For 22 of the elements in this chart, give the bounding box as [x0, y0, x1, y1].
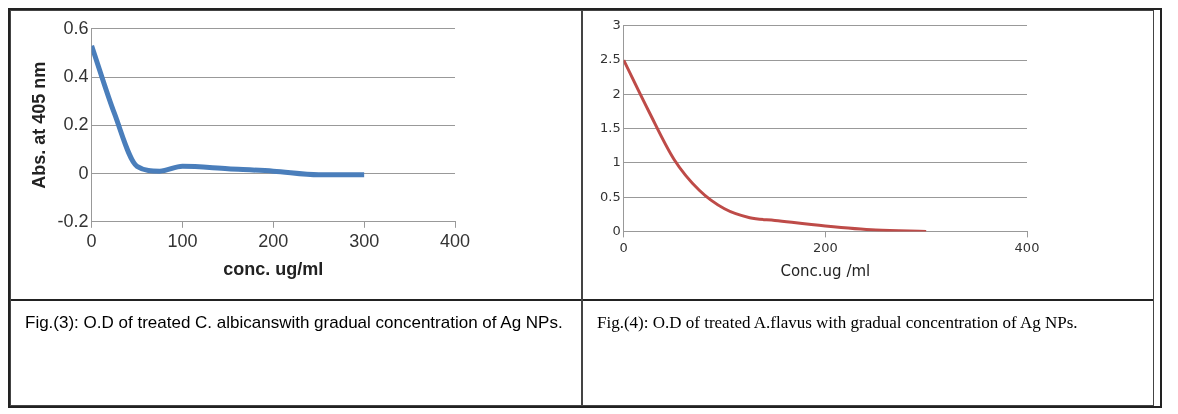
x-tick-label: 400 [1014, 239, 1040, 255]
y-tick-label: 2 [612, 85, 621, 101]
y-tick-label: 1.5 [599, 119, 621, 135]
y-tick-label: 0.2 [63, 114, 89, 135]
x-tick-label: 300 [349, 230, 380, 251]
y-tick-label: 0.4 [63, 66, 89, 87]
x-tick-label: 400 [439, 230, 471, 251]
y-tick-label: 0 [78, 162, 89, 183]
x-axis-title: conc. ug/ml [223, 259, 324, 280]
y-tick-label: 0.5 [599, 188, 621, 204]
y-tick-label: 2.5 [599, 51, 621, 67]
y-tick-label: 1 [612, 154, 621, 170]
y-tick-label: -0.2 [57, 210, 89, 231]
x-axis-title: Conc.ug /ml [780, 261, 871, 280]
x-tick-label: 200 [258, 230, 289, 251]
x-tick-label: 100 [167, 230, 198, 251]
y-axis-title: Abs. at 405 nm [28, 61, 49, 189]
y-tick-label: 3 [612, 17, 621, 33]
text: Fig.(3): O.D of treated C. albicanswith gradual concentration of Ag NPs. [25, 313, 563, 332]
x-tick-label: 200 [812, 239, 838, 255]
text: Fig.(4): O.D of treated A.flavus with gradual concentration of Ag NPs. [597, 313, 1078, 332]
y-tick-label: 0.6 [63, 17, 89, 38]
